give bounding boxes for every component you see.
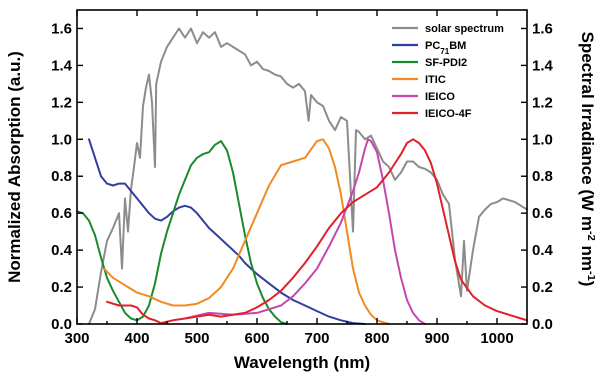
legend-label: solar spectrum — [425, 23, 504, 35]
y-left-tick-label: 1.2 — [51, 94, 72, 111]
y-right-title-sup1: -2 — [585, 231, 595, 241]
legend-label-text: SF-PDI2 — [425, 57, 467, 69]
y-axis-left-title: Normalized Absorption (a.u.) — [5, 51, 24, 283]
y-right-tick-label: 0.4 — [532, 242, 554, 259]
y-right-tick-label: 0.8 — [532, 168, 553, 185]
legend-label: SF-PDI2 — [425, 57, 467, 69]
legend-label-text: ITIC — [425, 74, 446, 86]
y-left-tick-label: 0.8 — [51, 168, 72, 185]
legend: solar spectrumPC71BMSF-PDI2ITICIEICOIEIC… — [392, 23, 504, 120]
y-left-tick-label: 0.2 — [51, 279, 72, 296]
y-right-title-mid: nm — [578, 241, 595, 271]
x-tick-label: 600 — [244, 330, 269, 347]
x-tick-label: 300 — [64, 330, 89, 347]
y-right-tick-label: 0.0 — [532, 316, 553, 333]
axis-layer: 300 400 500 600 700 800 900 1000 0.0 0.0 0.2 0.2 0.4… — [51, 9, 554, 347]
y-axis-right-title: Spectral Irradiance (W m-2 nm-1) — [578, 32, 595, 287]
legend-label-subscript: 71 — [440, 47, 449, 56]
y-left-tick-label: 0.0 — [51, 316, 72, 333]
y-left-tick-label: 1.0 — [51, 131, 72, 148]
series-line-sf-pdi2 — [76, 140, 288, 325]
y-right-tick-label: 1.2 — [532, 94, 553, 111]
y-left-tick-label: 1.4 — [51, 57, 73, 74]
x-tick-label: 700 — [304, 330, 329, 347]
x-tick-label: 800 — [364, 330, 389, 347]
series-line-ieico-4f — [106, 138, 528, 325]
series-layer — [76, 27, 528, 325]
y-right-tick-label: 0.2 — [532, 279, 553, 296]
legend-label: IEICO — [425, 91, 455, 103]
y-left-tick-label: 0.6 — [51, 205, 72, 222]
y-right-tick-label: 0.6 — [532, 205, 553, 222]
legend-label-text: IEICO-4F — [425, 108, 472, 120]
x-axis-title: Wavelength (nm) — [234, 353, 370, 372]
plot-frame — [76, 9, 528, 325]
y-right-title-main: Spectral Irradiance (W m — [578, 32, 595, 231]
legend-label: PC71BM — [425, 40, 466, 56]
legend-label: IEICO-4F — [425, 108, 472, 120]
x-tick-label: 400 — [124, 330, 149, 347]
x-tick-label: 500 — [184, 330, 209, 347]
legend-label: ITIC — [425, 74, 446, 86]
y-left-tick-label: 1.6 — [51, 20, 72, 37]
legend-label-text: PC — [425, 40, 440, 52]
series-line-pc71bm — [88, 138, 366, 325]
x-tick-label: 900 — [424, 330, 449, 347]
y-right-title-end: ) — [578, 281, 595, 287]
y-right-tick-label: 1.4 — [532, 57, 554, 74]
series-line-itic — [103, 138, 390, 325]
series-line-solar-spectrum — [88, 27, 528, 325]
y-left-tick-label: 0.4 — [51, 242, 73, 259]
legend-label-text: IEICO — [425, 91, 455, 103]
y-right-tick-label: 1.0 — [532, 131, 553, 148]
series-line-ieico — [184, 138, 426, 325]
x-tick-label: 1000 — [480, 330, 513, 347]
y-right-tick-label: 1.6 — [532, 20, 553, 37]
legend-label-suffix: BM — [449, 40, 466, 52]
legend-label-text: solar spectrum — [425, 23, 504, 35]
y-right-title-sup2: -1 — [585, 271, 595, 281]
